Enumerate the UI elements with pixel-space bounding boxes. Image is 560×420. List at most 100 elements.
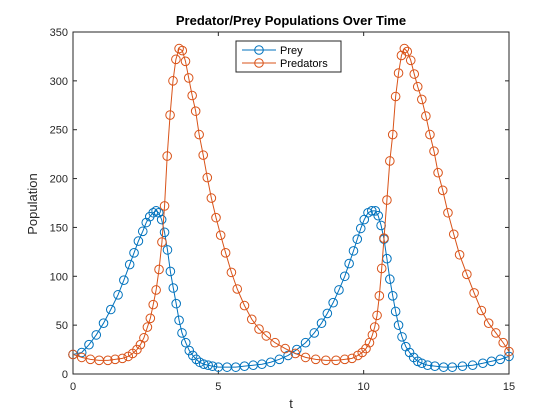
data-point-prey [334,285,344,295]
data-point-prey [177,328,187,338]
data-point-prey [352,234,363,244]
data-point-predators [220,248,231,258]
data-point-prey [162,245,173,255]
data-point-prey [119,275,129,285]
data-point-predators [385,156,395,166]
data-point-predators [206,193,217,203]
data-point-prey [422,360,433,371]
data-point-prey [486,356,497,367]
axes-box [72,31,510,375]
data-point-predators [310,354,321,365]
data-point-predators [132,344,142,355]
data-point-predators [402,46,413,57]
data-point-predators [412,81,423,92]
chart-title: Predator/Prey Populations Over Time [176,13,406,28]
data-point-predators [76,352,87,363]
data-point-predators [103,355,113,366]
data-point-prey [153,207,164,218]
y-tick-label: 100 [50,271,68,283]
data-point-predators [174,43,184,54]
data-point-prey [184,345,195,356]
data-point-predators [491,328,501,338]
x-tick-label: 5 [215,381,221,393]
data-point-prey [159,227,170,238]
data-point-predators [232,284,243,294]
data-point-prey [98,318,109,328]
data-point-predators [369,322,380,332]
data-point-prey [348,246,359,256]
data-point-predators [151,285,161,295]
y-tick-label: 200 [50,174,68,186]
legend-marker-predators [254,58,264,68]
x-tick-label: 0 [70,381,76,393]
data-point-prey [156,214,167,225]
data-point-predators [117,353,128,364]
data-point-predators [372,310,382,321]
data-point-prey [504,351,514,362]
data-point-predators [387,129,398,140]
data-point-predators [148,299,159,310]
data-point-prey [417,358,427,369]
data-point-prey [257,359,267,370]
data-point-prey [316,318,327,328]
data-point-prey [76,347,87,358]
data-point-prey [300,337,311,348]
data-point-predators [504,346,514,357]
data-point-predators [139,333,149,343]
data-point-predators [68,349,78,360]
data-point-prey [355,223,366,234]
data-point-prey [390,306,401,317]
data-point-prey [191,354,202,365]
data-point-predators [376,263,387,274]
data-point-prey [283,350,293,361]
legend-label-predators: Predators [280,58,328,70]
data-point-prey [105,304,116,315]
data-point-predators [437,185,448,196]
data-point-predators [379,233,389,243]
x-tick-label: 10 [358,381,370,393]
data-point-predators [280,343,290,354]
series-line-predators [72,47,510,361]
data-point-predators [157,237,167,247]
data-point-prey [370,206,381,216]
data-point-predators [239,300,250,311]
data-point-prey [495,354,506,365]
x-axis-label: t [289,396,293,411]
data-point-predators [483,318,494,328]
data-point-prey [91,330,102,340]
data-point-prey [113,290,123,300]
y-tick-label: 150 [50,222,68,234]
data-point-predators [429,146,439,157]
data-point-prey [137,226,148,237]
data-point-predators [202,172,213,183]
data-point-predators [361,343,371,354]
data-point-predators [246,314,257,325]
y-tick-label: 250 [50,125,68,137]
data-point-prey [84,339,94,350]
data-point-prey [478,358,488,369]
data-point-prey [124,259,135,270]
data-point-prey [207,361,218,371]
data-point-predators [454,249,465,260]
data-point-prey [203,360,213,371]
legend-box [235,40,342,73]
data-point-predators [462,269,472,280]
data-point-predators [198,150,209,160]
data-point-prey [199,359,209,370]
data-point-predators [183,73,194,83]
data-point-predators [321,355,331,366]
y-tick-label: 50 [56,320,68,332]
x-tick-label: 15 [503,381,515,393]
data-point-prey [148,207,159,218]
data-point-prey [129,248,139,258]
data-point-predators [393,68,404,78]
data-point-prey [180,337,191,348]
data-point-prey [151,206,161,216]
data-point-prey [274,354,285,365]
y-axis-label: Population [25,173,40,234]
data-point-predators [194,129,204,140]
data-point-prey [373,210,384,221]
data-point-prey [309,328,320,338]
data-point-predators [254,324,264,334]
